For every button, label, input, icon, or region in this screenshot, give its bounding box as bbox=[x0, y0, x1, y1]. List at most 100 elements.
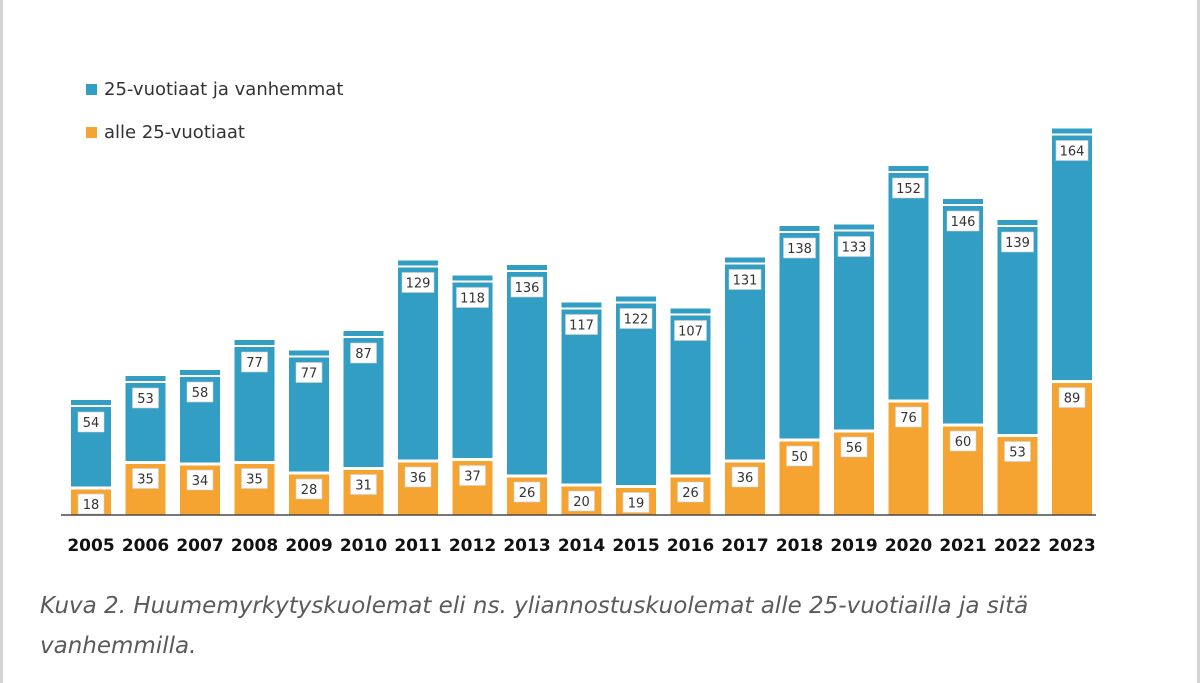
value-label-25plus-2006: 53 bbox=[137, 392, 154, 407]
value-label-25plus-2021-box bbox=[946, 210, 980, 232]
bar-25plus-2019 bbox=[834, 231, 874, 431]
value-label-25plus-2018: 138 bbox=[787, 242, 812, 257]
bar-cap-gap-2011 bbox=[398, 265, 438, 268]
bar-25plus-2011 bbox=[398, 267, 438, 461]
bar-25plus-2015 bbox=[616, 303, 656, 487]
value-label-25plus-2019: 133 bbox=[842, 241, 867, 256]
x-tick-2022: 2022 bbox=[994, 536, 1041, 556]
bar-separator-2018 bbox=[779, 438, 820, 442]
legend-label-1: alle 25-vuotiaat bbox=[104, 122, 245, 143]
bar-separator-2017 bbox=[725, 459, 765, 463]
bar-separator-2014 bbox=[561, 483, 602, 487]
value-label-under25-2014: 20 bbox=[573, 495, 590, 510]
bar-25plus-2023 bbox=[1052, 135, 1092, 382]
bar-cap-gap-2020 bbox=[888, 171, 929, 173]
value-label-under25-2020: 76 bbox=[900, 411, 917, 426]
value-label-under25-2012: 37 bbox=[464, 470, 481, 485]
stacked-bar-chart: 25-vuotiaat ja vanhemmat alle 25-vuotiaat… bbox=[61, 79, 1096, 556]
value-label-25plus-2006-box bbox=[132, 387, 159, 409]
value-label-25plus-2018-box bbox=[783, 237, 816, 259]
bar-cap-2022 bbox=[997, 220, 1038, 225]
value-label-under25-2021-box bbox=[949, 430, 977, 452]
bar-cap-2010 bbox=[343, 331, 384, 336]
value-label-25plus-2011: 129 bbox=[406, 277, 431, 292]
bar-cap-2021 bbox=[943, 199, 983, 204]
x-tick-2015: 2015 bbox=[612, 536, 659, 556]
value-label-under25-2010-box bbox=[350, 474, 377, 495]
bar-separator-2006 bbox=[125, 461, 166, 464]
bar-cap-2008 bbox=[234, 340, 275, 345]
value-label-under25-2022: 53 bbox=[1009, 446, 1026, 461]
bar-cap-gap-2014 bbox=[561, 307, 602, 310]
value-label-under25-2018-box bbox=[786, 445, 813, 467]
value-label-25plus-2016: 107 bbox=[678, 325, 703, 340]
x-tick-2023: 2023 bbox=[1048, 536, 1095, 556]
bar-cap-2018 bbox=[779, 226, 820, 231]
x-tick-2008: 2008 bbox=[231, 536, 278, 556]
bar-25plus-2013 bbox=[507, 272, 547, 476]
value-label-25plus-2013: 136 bbox=[515, 281, 540, 296]
bar-cap-2009 bbox=[289, 350, 329, 356]
value-label-25plus-2022-box bbox=[1001, 231, 1034, 253]
bar-cap-2014 bbox=[561, 302, 602, 308]
x-tick-2012: 2012 bbox=[449, 536, 496, 556]
bar-25plus-2018 bbox=[779, 233, 820, 440]
bar-25plus-2021 bbox=[943, 206, 983, 425]
bar-separator-2013 bbox=[507, 474, 547, 478]
bar-cap-2019 bbox=[834, 224, 874, 230]
bar-separator-2015 bbox=[616, 485, 656, 488]
value-label-under25-2021: 60 bbox=[955, 435, 972, 450]
bar-25plus-2012 bbox=[452, 282, 493, 460]
bar-cap-gap-2012 bbox=[452, 280, 493, 283]
value-label-25plus-2017-box bbox=[728, 269, 762, 290]
value-label-25plus-2019-box bbox=[837, 236, 871, 257]
value-label-under25-2019-box bbox=[840, 436, 868, 458]
value-label-25plus-2007-box bbox=[186, 381, 214, 403]
bars: 54 18 53 35 58 34 77 35 77 28 87 31 129 36 118 37 136 26 1… bbox=[71, 128, 1092, 515]
x-tick-2005: 2005 bbox=[67, 536, 114, 556]
value-label-under25-2008: 35 bbox=[246, 473, 263, 488]
bar-cap-2005 bbox=[71, 400, 111, 405]
bar-separator-2016 bbox=[670, 474, 711, 478]
value-label-under25-2011-box bbox=[404, 466, 432, 488]
value-label-25plus-2011-box bbox=[401, 272, 435, 293]
bar-cap-2023 bbox=[1052, 128, 1092, 134]
x-tick-2021: 2021 bbox=[939, 536, 986, 556]
value-label-under25-2006-box bbox=[132, 468, 159, 489]
bar-cap-2007 bbox=[180, 370, 220, 375]
value-label-25plus-2010-box bbox=[350, 342, 377, 364]
bar-cap-gap-2016 bbox=[670, 313, 711, 316]
value-label-under25-2013-box bbox=[513, 481, 541, 503]
value-label-under25-2020-box bbox=[895, 406, 922, 428]
value-label-25plus-2022: 139 bbox=[1005, 236, 1030, 251]
value-label-25plus-2012: 118 bbox=[460, 292, 485, 307]
value-label-25plus-2016-box bbox=[674, 320, 707, 341]
bar-separator-2023 bbox=[1052, 380, 1092, 383]
legend-swatch-1 bbox=[86, 127, 97, 138]
value-label-25plus-2009-box bbox=[295, 362, 323, 383]
bar-cap-gap-2018 bbox=[779, 231, 820, 233]
bar-25plus-2014 bbox=[561, 309, 602, 485]
bar-cap-gap-2005 bbox=[71, 405, 111, 407]
bar-cap-2006 bbox=[125, 376, 166, 381]
value-label-under25-2023: 89 bbox=[1064, 392, 1081, 407]
value-label-under25-2015: 19 bbox=[628, 497, 645, 512]
value-label-25plus-2023: 164 bbox=[1060, 145, 1085, 160]
bar-cap-gap-2008 bbox=[234, 345, 275, 347]
value-label-25plus-2015: 122 bbox=[624, 313, 649, 328]
bar-cap-gap-2023 bbox=[1052, 133, 1092, 136]
value-label-25plus-2017: 131 bbox=[733, 274, 758, 289]
bar-25plus-2022 bbox=[997, 227, 1038, 436]
bar-separator-2021 bbox=[943, 423, 983, 427]
x-tick-2013: 2013 bbox=[503, 536, 550, 556]
value-label-25plus-2008-box bbox=[241, 351, 268, 373]
value-label-25plus-2008: 77 bbox=[246, 356, 263, 371]
value-label-25plus-2014-box bbox=[565, 314, 598, 335]
bar-cap-gap-2006 bbox=[125, 381, 166, 383]
value-label-under25-2015-box bbox=[622, 492, 650, 513]
bar-25plus-2017 bbox=[725, 264, 765, 461]
value-label-25plus-2013-box bbox=[510, 276, 544, 298]
value-label-under25-2017: 36 bbox=[737, 471, 754, 486]
value-label-under25-2005-box bbox=[77, 493, 105, 515]
bar-cap-gap-2015 bbox=[616, 301, 656, 304]
